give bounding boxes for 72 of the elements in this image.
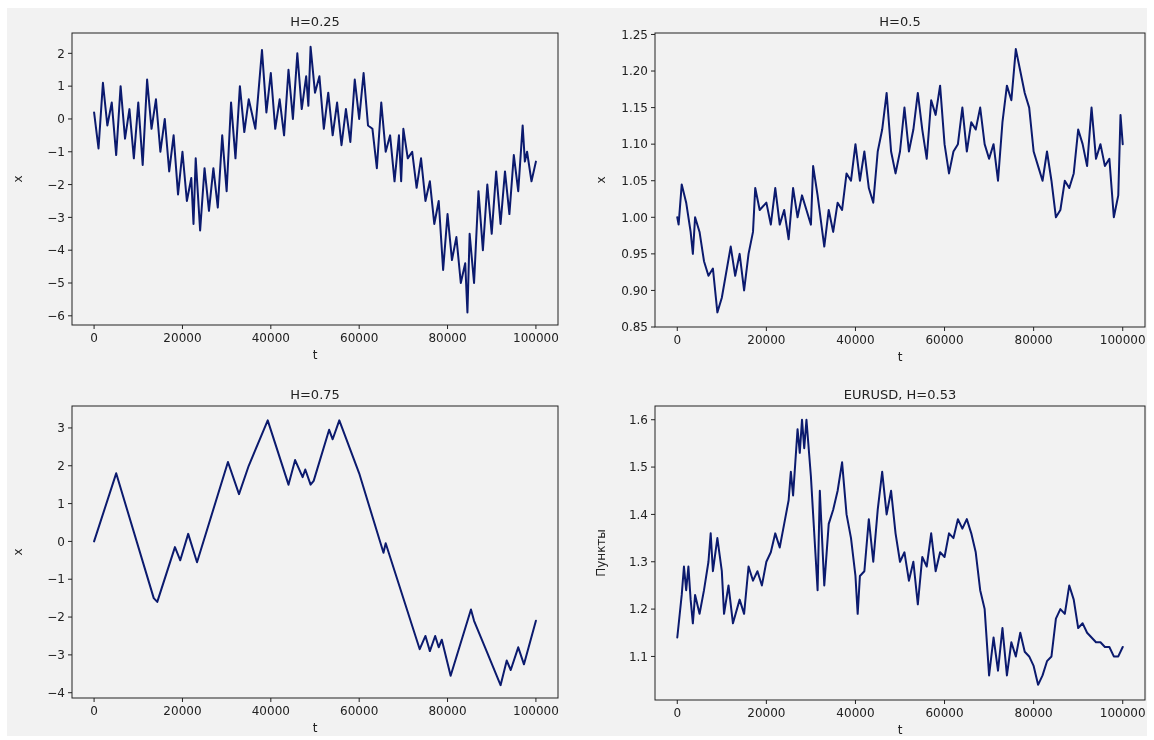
y-tick-label: 1.00 — [621, 210, 648, 225]
y-tick-label: −4 — [47, 243, 65, 258]
x-tick-label: 80000 — [428, 704, 467, 718]
y-tick-label: −6 — [47, 309, 65, 324]
y-tick-label: 1.6 — [628, 412, 648, 427]
y-axis-title: Пункты — [594, 529, 608, 577]
x-tick-label: 60000 — [925, 333, 964, 347]
line-series — [676, 48, 1124, 314]
y-tick-label: 0.95 — [621, 247, 648, 262]
y-axis-title: x — [11, 548, 25, 556]
x-tick-label: 100000 — [513, 331, 559, 345]
y-tick-label: 1.2 — [628, 602, 648, 617]
x-axis-title: t — [312, 721, 318, 735]
y-tick-label: 2 — [57, 46, 65, 61]
x-tick-label: 20000 — [163, 331, 202, 345]
y-tick-label: 1.3 — [628, 554, 648, 569]
y-tick-label: −1 — [47, 144, 65, 159]
x-tick-label: 60000 — [340, 704, 379, 718]
y-tick-label: 3 — [57, 421, 65, 436]
y-tick-label: 0.90 — [621, 283, 648, 298]
y-tick-label: 2 — [57, 458, 65, 473]
y-tick-label: −5 — [47, 276, 65, 291]
x-tick-label: 60000 — [925, 706, 964, 720]
y-tick-label: 1.25 — [621, 27, 648, 42]
x-tick-label: 100000 — [1099, 333, 1146, 347]
x-tick-label: 20000 — [747, 333, 786, 347]
x-tick-label: 40000 — [251, 331, 290, 345]
chart-title: H=0.5 — [879, 14, 921, 29]
x-tick-label: 80000 — [1014, 333, 1053, 347]
y-tick-label: 0.85 — [621, 320, 648, 335]
x-tick-label: 0 — [90, 704, 98, 718]
chart-title: H=0.25 — [290, 14, 340, 29]
y-tick-label: −4 — [47, 685, 65, 700]
x-tick-label: 40000 — [836, 706, 875, 720]
y-tick-label: 0 — [57, 112, 65, 127]
y-axis-title: x — [11, 175, 25, 183]
y-tick-label: −3 — [47, 648, 65, 663]
x-tick-label: 60000 — [340, 331, 379, 345]
y-tick-label: −3 — [47, 210, 65, 225]
y-tick-label: 1.05 — [621, 173, 648, 188]
x-tick-label: 20000 — [747, 706, 786, 720]
y-tick-label: 1 — [57, 496, 65, 511]
y-axis-title: x — [594, 176, 608, 184]
x-tick-label: 40000 — [836, 333, 875, 347]
chart-title: EURUSD, H=0.53 — [843, 387, 957, 402]
y-tick-label: 1.5 — [628, 460, 648, 475]
x-tick-label: 0 — [90, 331, 98, 345]
x-tick-label: 100000 — [1099, 706, 1146, 720]
y-tick-label: 1.20 — [621, 64, 648, 79]
x-tick-label: 40000 — [251, 704, 290, 718]
y-tick-label: 1 — [57, 79, 65, 94]
y-tick-label: −2 — [47, 177, 65, 192]
x-tick-label: 80000 — [1014, 706, 1053, 720]
y-tick-label: 1.10 — [621, 137, 648, 152]
x-axis-title: t — [312, 348, 318, 362]
y-tick-label: 0 — [57, 534, 65, 549]
line-series — [676, 418, 1124, 686]
x-tick-label: 0 — [673, 333, 682, 347]
y-tick-label: −1 — [47, 572, 65, 587]
y-tick-label: −2 — [47, 610, 65, 625]
x-tick-label: 0 — [673, 706, 682, 720]
x-axis-title: t — [897, 723, 903, 737]
line-series — [93, 419, 537, 687]
x-tick-label: 100000 — [513, 704, 559, 718]
x-tick-label: 20000 — [163, 704, 202, 718]
y-tick-label: 1.1 — [628, 649, 648, 664]
line-series — [93, 45, 537, 314]
y-tick-label: 1.4 — [628, 507, 648, 522]
y-tick-label: 1.15 — [621, 100, 648, 115]
x-axis-title: t — [897, 350, 903, 364]
chart-title: H=0.75 — [290, 387, 340, 402]
x-tick-label: 80000 — [428, 331, 467, 345]
